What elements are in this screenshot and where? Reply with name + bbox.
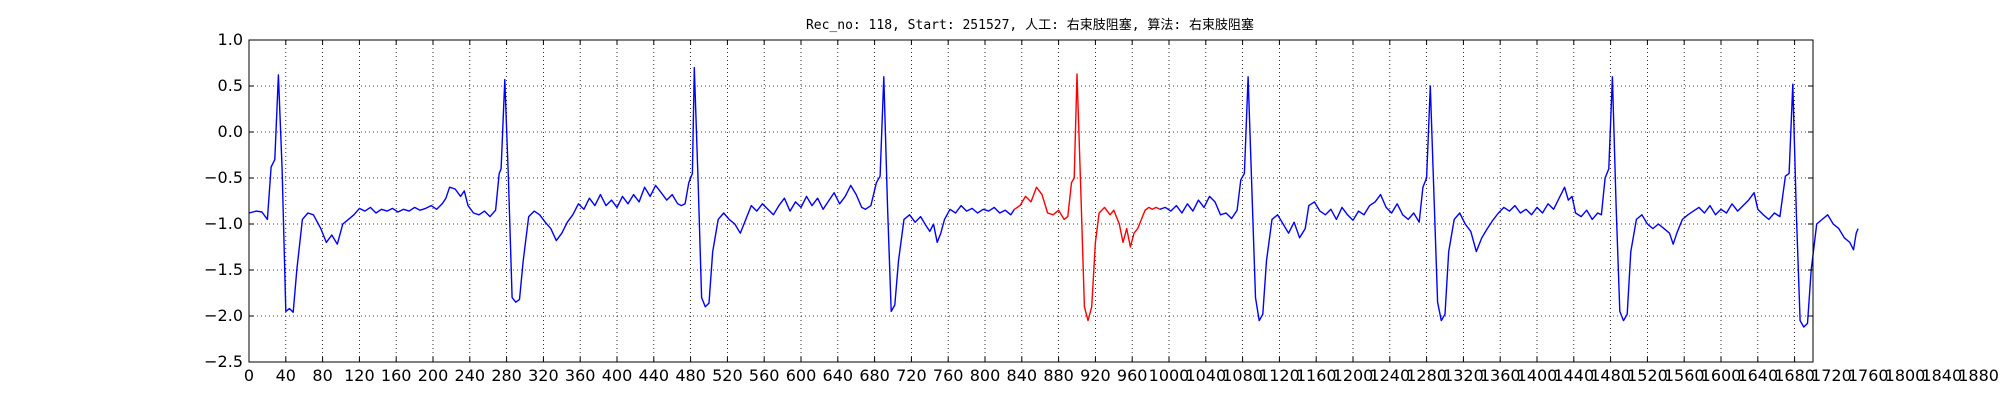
x-tick-label: 440 bbox=[639, 366, 670, 385]
y-tick-labels: −2.5 −2.0 −1.5 −1.0 −0.5 0.0 0.5 1.0 bbox=[204, 30, 243, 371]
x-tick-label: 1360 bbox=[1480, 366, 1521, 385]
x-tick-label: 120 bbox=[344, 366, 375, 385]
y-tick-label: 0.5 bbox=[218, 76, 243, 95]
grid-lines bbox=[249, 40, 1813, 362]
x-tick-label: 1080 bbox=[1222, 366, 1263, 385]
x-tick-label: 720 bbox=[896, 366, 927, 385]
x-tick-label: 1240 bbox=[1369, 366, 1410, 385]
x-tick-label: 1480 bbox=[1590, 366, 1631, 385]
x-tick-label: 1680 bbox=[1774, 366, 1815, 385]
x-tick-label: 800 bbox=[970, 366, 1001, 385]
x-tick-label: 240 bbox=[455, 366, 486, 385]
x-tick-label: 40 bbox=[276, 366, 296, 385]
y-tick-label: −2.0 bbox=[204, 306, 243, 325]
x-tick-label: 280 bbox=[491, 366, 522, 385]
plot-frame bbox=[248, 39, 1814, 363]
y-tick-label: −2.5 bbox=[204, 352, 243, 371]
x-tick-label: 1160 bbox=[1296, 366, 1337, 385]
ecg-series-1 bbox=[248, 66, 1015, 313]
x-tick-label: 840 bbox=[1007, 366, 1038, 385]
x-tick-label: 760 bbox=[933, 366, 964, 385]
x-tick-labels: 0 40 80 120 160 200 240 280 320 360 400 440 480 520 56… bbox=[244, 366, 1999, 385]
x-tick-label: 1640 bbox=[1737, 366, 1778, 385]
x-tick-label: 640 bbox=[823, 366, 854, 385]
y-tick-label: −1.0 bbox=[204, 214, 243, 233]
x-tick-label: 1600 bbox=[1701, 366, 1742, 385]
x-tick-label: 1320 bbox=[1443, 366, 1484, 385]
x-tick-label: 400 bbox=[602, 366, 633, 385]
y-tick-label: −1.5 bbox=[204, 260, 243, 279]
chart-title: Rec_no: 118, Start: 251527, 人工: 右束肢阻塞, 算… bbox=[806, 17, 1254, 33]
y-tick-label: −0.5 bbox=[204, 168, 243, 187]
x-tick-label: 1720 bbox=[1811, 366, 1852, 385]
x-tick-label: 880 bbox=[1043, 366, 1074, 385]
x-tick-label: 1400 bbox=[1517, 366, 1558, 385]
x-tick-label: 520 bbox=[712, 366, 743, 385]
x-tick-label: 1840 bbox=[1921, 366, 1962, 385]
series-layer bbox=[248, 66, 1859, 328]
x-tick-label: 80 bbox=[312, 366, 332, 385]
x-tick-label: 1800 bbox=[1885, 366, 1926, 385]
x-tick-label: 1200 bbox=[1333, 366, 1374, 385]
x-tick-label: 0 bbox=[244, 366, 254, 385]
x-tick-label: 1280 bbox=[1406, 366, 1447, 385]
x-tick-label: 600 bbox=[786, 366, 817, 385]
x-tick-label: 160 bbox=[381, 366, 412, 385]
x-tick-label: 560 bbox=[749, 366, 780, 385]
y-tick-label: 0.0 bbox=[218, 122, 243, 141]
ecg-series-2 bbox=[1014, 73, 1161, 322]
y-tick-label: 1.0 bbox=[218, 30, 243, 49]
x-tick-label: 1120 bbox=[1259, 366, 1300, 385]
tick-marks bbox=[248, 39, 1813, 363]
x-tick-label: 1560 bbox=[1664, 366, 1705, 385]
x-tick-label: 360 bbox=[565, 366, 596, 385]
x-tick-label: 1000 bbox=[1149, 366, 1190, 385]
x-tick-label: 920 bbox=[1080, 366, 1111, 385]
x-tick-label: 1880 bbox=[1958, 366, 1999, 385]
x-tick-label: 1440 bbox=[1553, 366, 1594, 385]
x-tick-label: 1040 bbox=[1185, 366, 1226, 385]
ecg-series-3 bbox=[1159, 76, 1859, 328]
x-tick-label: 1520 bbox=[1627, 366, 1668, 385]
x-tick-label: 480 bbox=[675, 366, 706, 385]
x-tick-label: 320 bbox=[528, 366, 559, 385]
x-tick-label: 960 bbox=[1117, 366, 1148, 385]
x-tick-label: 200 bbox=[418, 366, 449, 385]
x-tick-label: 1760 bbox=[1848, 366, 1889, 385]
x-tick-label: 680 bbox=[859, 366, 890, 385]
